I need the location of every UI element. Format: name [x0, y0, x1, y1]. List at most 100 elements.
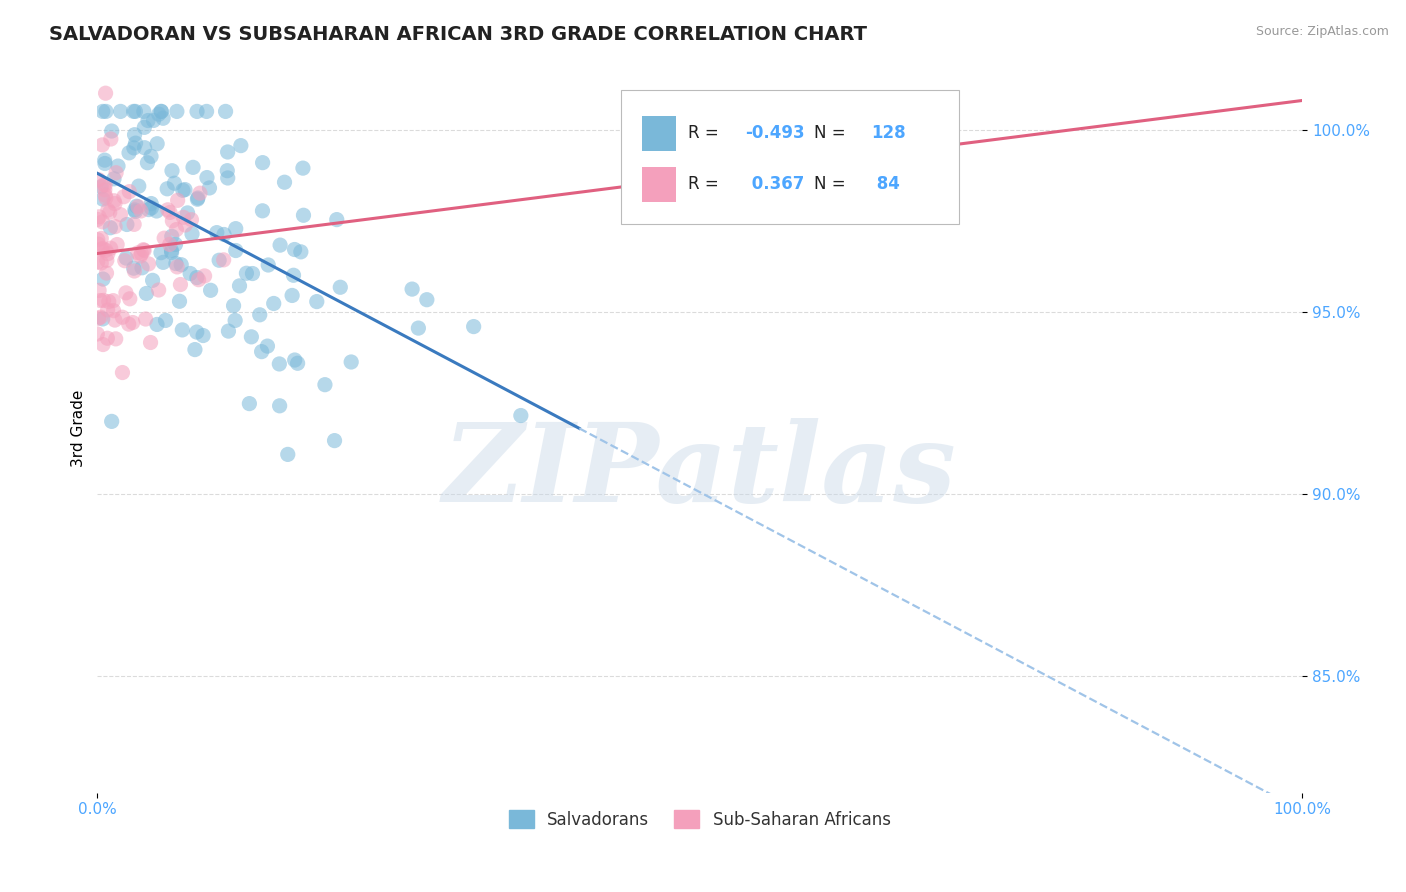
Point [93, 153, 115, 168]
Text: Source: ZipAtlas.com: Source: ZipAtlas.com [1256, 25, 1389, 38]
Point [284, 243, 307, 257]
Point [160, 244, 183, 258]
Point [97, 302, 120, 317]
Point [118, 185, 141, 199]
Point [91, 104, 114, 119]
Point [235, 266, 257, 280]
Point [111, 366, 134, 380]
Text: N =: N = [814, 124, 851, 143]
Point [172, 323, 194, 337]
Point [509, 409, 531, 423]
Point [198, 181, 221, 195]
Point [98, 205, 121, 219]
Point [91, 192, 114, 206]
Point [93, 293, 115, 308]
Point [269, 399, 291, 413]
Point [86, 212, 108, 227]
Point [146, 318, 169, 332]
Point [91, 137, 114, 152]
Point [269, 238, 291, 252]
Point [132, 243, 155, 257]
Point [174, 183, 197, 197]
Point [91, 337, 114, 351]
Point [136, 155, 159, 169]
Point [105, 166, 128, 180]
Point [155, 313, 177, 327]
Point [96, 266, 118, 280]
Point [200, 283, 222, 297]
Point [96, 253, 118, 268]
Point [212, 227, 235, 242]
Point [257, 258, 280, 272]
Point [100, 132, 122, 146]
Point [256, 339, 278, 353]
Point [188, 186, 211, 201]
Point [174, 218, 197, 232]
Point [131, 246, 153, 260]
Point [87, 284, 110, 298]
Point [111, 310, 134, 325]
Point [148, 107, 170, 121]
Point [97, 202, 120, 217]
Point [94, 188, 117, 202]
Text: ZIPatlas: ZIPatlas [443, 418, 956, 525]
Point [184, 343, 207, 357]
Point [115, 218, 138, 232]
Point [314, 377, 336, 392]
Point [124, 136, 146, 150]
Point [169, 277, 191, 292]
Point [146, 136, 169, 151]
Point [124, 104, 146, 119]
Y-axis label: 3rd Grade: 3rd Grade [72, 390, 86, 467]
Point [138, 257, 160, 271]
Point [104, 332, 127, 346]
Point [141, 201, 163, 215]
Point [115, 285, 138, 300]
Point [340, 355, 363, 369]
Point [252, 155, 274, 169]
Text: R =: R = [688, 124, 724, 143]
Point [329, 280, 352, 294]
Text: SALVADORAN VS SUBSAHARAN AFRICAN 3RD GRADE CORRELATION CHART: SALVADORAN VS SUBSAHARAN AFRICAN 3RD GRA… [49, 25, 868, 44]
Point [186, 192, 208, 206]
Point [240, 330, 263, 344]
Point [118, 292, 141, 306]
Point [97, 294, 120, 309]
Point [273, 175, 295, 189]
Point [138, 202, 160, 217]
Point [94, 104, 117, 119]
Point [152, 255, 174, 269]
Point [159, 205, 181, 219]
Point [287, 356, 309, 370]
Point [112, 190, 135, 204]
Point [238, 396, 260, 410]
Point [291, 161, 314, 175]
Point [180, 212, 202, 227]
Point [131, 260, 153, 275]
Point [277, 447, 299, 461]
Point [93, 178, 115, 192]
Point [129, 203, 152, 218]
Point [115, 251, 138, 265]
Point [124, 264, 146, 278]
Point [165, 256, 187, 270]
Point [269, 357, 291, 371]
Point [217, 145, 239, 159]
Point [103, 293, 125, 308]
Point [217, 163, 239, 178]
Point [91, 242, 114, 256]
Point [166, 104, 188, 119]
Point [87, 172, 110, 186]
Point [181, 161, 204, 175]
Point [114, 253, 136, 268]
Point [125, 199, 148, 213]
Point [214, 104, 236, 119]
Point [162, 214, 184, 228]
Point [229, 138, 252, 153]
Point [160, 229, 183, 244]
Point [160, 245, 183, 260]
Point [97, 246, 120, 260]
Text: 84: 84 [870, 176, 900, 194]
Point [156, 182, 179, 196]
Point [187, 273, 209, 287]
